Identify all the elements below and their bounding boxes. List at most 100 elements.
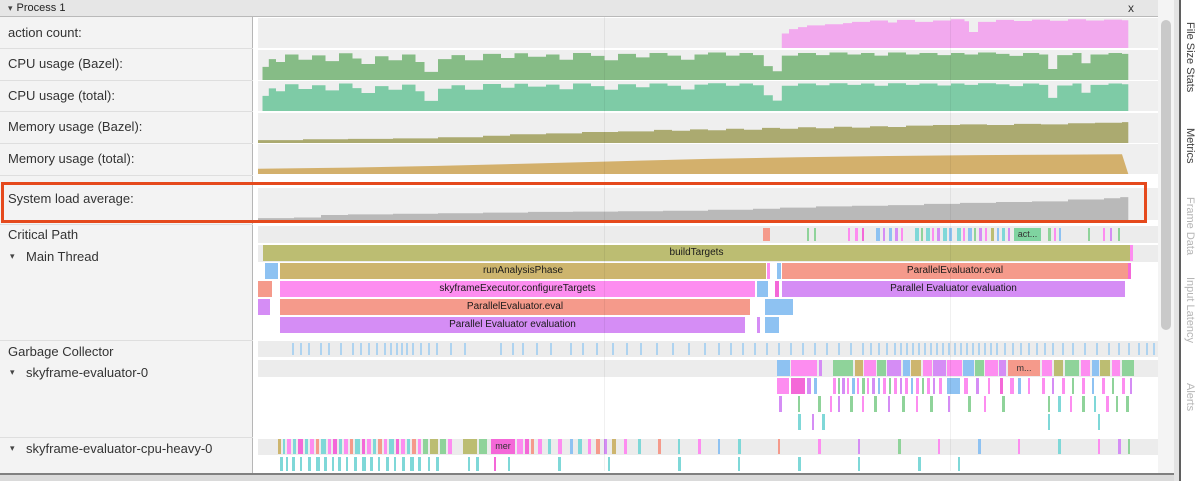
trace-event-bar[interactable] [428, 457, 430, 471]
trace-event-bar[interactable] [833, 360, 853, 376]
trace-event-bar[interactable] [1112, 378, 1114, 394]
gc-event[interactable] [704, 343, 706, 355]
gc-event[interactable] [384, 343, 386, 355]
trace-event-bar[interactable] [321, 439, 326, 454]
trace-event-bar[interactable] [1028, 378, 1030, 394]
close-icon[interactable]: x [1128, 1, 1134, 15]
trace-event-bar[interactable] [862, 396, 864, 412]
critical-path-event[interactable] [1059, 228, 1061, 241]
trace-event-bar[interactable] [718, 439, 720, 454]
trace-event-bar[interactable] [857, 378, 859, 394]
gc-event[interactable] [512, 343, 514, 355]
trace-event-bar[interactable] [900, 378, 902, 394]
trace-event-bar[interactable] [1128, 263, 1131, 279]
gc-event[interactable] [1128, 343, 1130, 355]
gc-event[interactable] [936, 343, 938, 355]
trace-event-bar[interactable] [818, 396, 821, 412]
critical-path-event[interactable] [889, 228, 892, 241]
trace-event-bar[interactable] [902, 396, 905, 412]
gc-event[interactable] [850, 343, 852, 355]
trace-event-bar[interactable] [517, 439, 523, 454]
critical-path-event[interactable] [937, 228, 940, 241]
gc-event[interactable] [340, 343, 342, 355]
trace-event-bar[interactable] [525, 439, 529, 454]
trace-event-bar[interactable] [624, 439, 627, 454]
critical-path-event[interactable] [862, 228, 864, 241]
trace-event-bar[interactable] [814, 378, 817, 394]
gc-event[interactable] [790, 343, 792, 355]
trace-event-bar[interactable] [548, 439, 551, 454]
trace-event-bar[interactable] [538, 439, 542, 454]
trace-event-bar[interactable] [838, 378, 840, 394]
trace-event-bar[interactable] [1130, 378, 1132, 394]
trace-event-bar[interactable] [898, 439, 901, 454]
gc-event[interactable] [436, 343, 438, 355]
tab-alerts[interactable]: Alerts [1184, 383, 1196, 412]
critical-path-event[interactable] [807, 228, 809, 241]
trace-event-bar[interactable] [394, 457, 396, 471]
critical-path-event[interactable] [957, 228, 961, 241]
trace-event-bar[interactable] [1058, 396, 1061, 412]
gc-event[interactable] [1138, 343, 1140, 355]
trace-event-bar[interactable] [905, 378, 908, 394]
gc-event[interactable] [1028, 343, 1030, 355]
trace-event-bar[interactable] [922, 378, 924, 394]
trace-event-bar[interactable] [463, 439, 477, 454]
tab-file-size-stats[interactable]: File Size Stats [1184, 22, 1196, 93]
trace-event-bar[interactable]: skyframeExecutor.configureTargets [280, 281, 755, 297]
trace-event-bar[interactable] [1118, 439, 1121, 454]
gc-event[interactable] [802, 343, 804, 355]
trace-event-bar[interactable] [963, 360, 974, 376]
expand-arrow-icon[interactable] [10, 251, 15, 262]
trace-event-bar[interactable] [1082, 378, 1085, 394]
gc-event[interactable] [536, 343, 538, 355]
gc-event[interactable] [754, 343, 756, 355]
trace-event-bar[interactable] [328, 439, 331, 454]
timeline-track-area[interactable]: act... buildTargets runAnalysisPhase Parall… [258, 0, 1158, 473]
gc-event[interactable] [1004, 343, 1006, 355]
trace-event-bar[interactable] [402, 457, 405, 471]
critical-path-event[interactable] [974, 228, 976, 241]
trace-event-bar[interactable] [430, 439, 438, 454]
trace-event-bar[interactable] [779, 396, 782, 412]
gc-event[interactable] [450, 343, 452, 355]
gc-event[interactable] [596, 343, 598, 355]
trace-event-bar[interactable] [830, 396, 832, 412]
trace-event-bar[interactable] [1082, 396, 1085, 412]
gc-event[interactable] [930, 343, 932, 355]
trace-event-bar[interactable] [988, 378, 990, 394]
trace-event-bar[interactable] [370, 457, 373, 471]
trace-event-bar[interactable] [1098, 414, 1100, 430]
trace-event-bar[interactable] [367, 439, 371, 454]
trace-event-bar[interactable] [948, 396, 950, 412]
evaluator0-badge[interactable]: m... [1008, 360, 1040, 376]
gc-event[interactable] [406, 343, 408, 355]
gc-event[interactable] [984, 343, 986, 355]
trace-event-bar[interactable] [333, 439, 337, 454]
trace-event-bar[interactable] [658, 439, 661, 454]
gc-event[interactable] [942, 343, 944, 355]
gc-event[interactable] [978, 343, 980, 355]
trace-event-bar[interactable] [777, 263, 781, 279]
critical-path-event[interactable] [883, 228, 885, 241]
trace-event-bar[interactable] [339, 439, 342, 454]
trace-event-bar[interactable] [852, 378, 855, 394]
gc-event[interactable] [360, 343, 362, 355]
trace-event-bar[interactable] [822, 414, 825, 430]
gc-event[interactable] [428, 343, 430, 355]
gc-event[interactable] [1108, 343, 1110, 355]
trace-event-bar[interactable]: ParallelEvaluator.eval [280, 299, 750, 315]
trace-event-bar[interactable]: Parallel Evaluator evaluation [280, 317, 745, 333]
trace-event-bar[interactable] [596, 439, 600, 454]
trace-event-bar[interactable] [287, 439, 291, 454]
trace-event-bar[interactable] [1042, 360, 1052, 376]
gc-event[interactable] [420, 343, 422, 355]
trace-event-bar[interactable] [373, 439, 376, 454]
trace-event-bar[interactable] [791, 360, 817, 376]
trace-event-bar[interactable] [850, 396, 853, 412]
critical-path-event[interactable] [901, 228, 903, 241]
trace-event-bar[interactable] [354, 457, 357, 471]
trace-event-bar[interactable] [812, 414, 814, 430]
tab-frame-data[interactable]: Frame Data [1184, 197, 1196, 256]
trace-event-bar[interactable] [1094, 396, 1096, 412]
